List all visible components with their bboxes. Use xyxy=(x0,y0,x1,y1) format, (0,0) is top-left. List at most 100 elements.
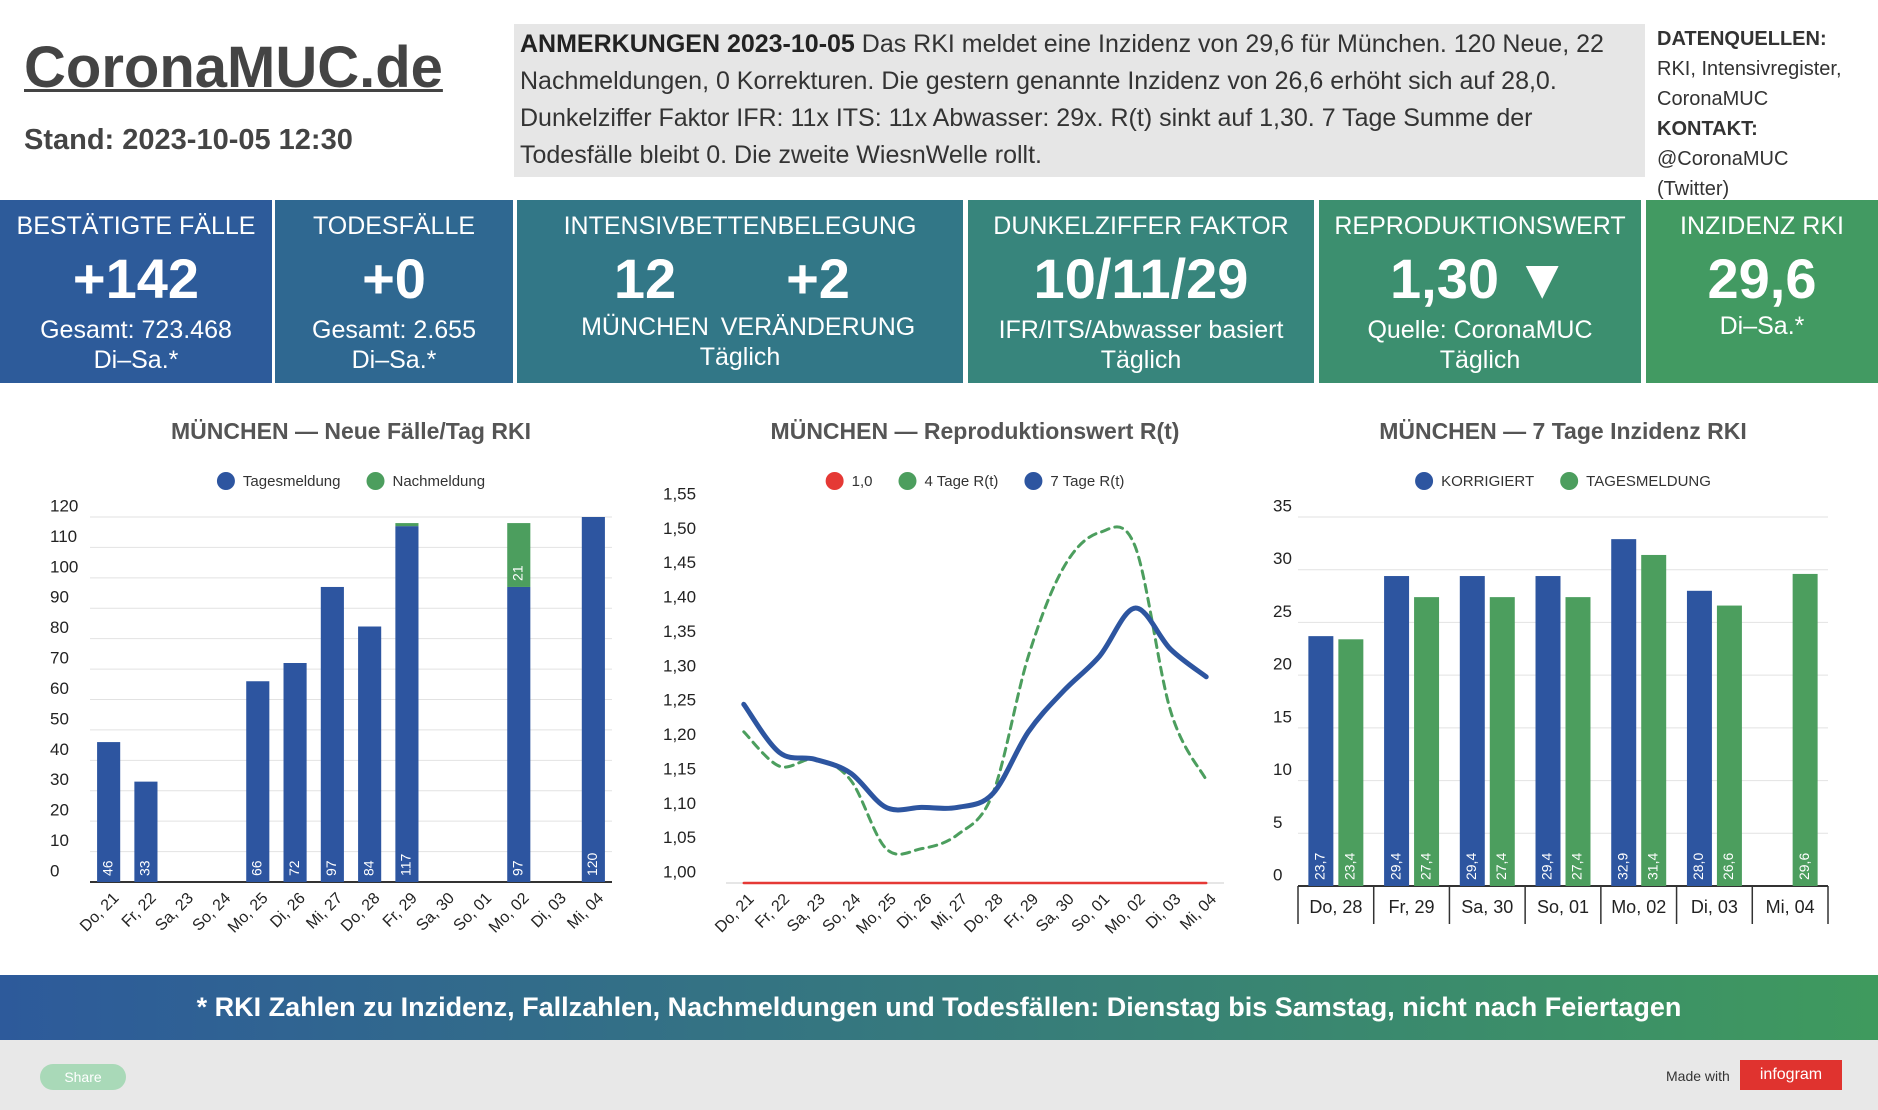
y-tick-label: 1,35 xyxy=(663,622,696,641)
y-tick-label: 40 xyxy=(50,740,69,759)
bar xyxy=(97,742,121,882)
bar xyxy=(1489,597,1515,886)
legend-marker xyxy=(1415,472,1434,490)
bar xyxy=(395,526,419,882)
value-label: 21 xyxy=(509,565,525,581)
bar xyxy=(507,586,531,882)
tile: INTENSIVBETTENBELEGUNG 12 +2 MÜNCHEN VER… xyxy=(517,200,963,383)
bar xyxy=(1792,573,1818,886)
bar xyxy=(395,523,419,527)
x-tick-label: So, 01 xyxy=(1537,897,1589,917)
x-tick-label: Sa, 30 xyxy=(1461,897,1513,917)
x-tick-label: Do, 21 xyxy=(712,891,757,936)
y-tick-label: 20 xyxy=(50,801,69,820)
y-tick-label: 1,00 xyxy=(663,862,696,881)
site-title[interactable]: CoronaMUC.de xyxy=(24,35,443,100)
brand-logo[interactable]: infogram xyxy=(1740,1060,1842,1090)
legend: Tagesmeldung Nachmeldung xyxy=(216,472,486,490)
tile-line: Di–Sa.* xyxy=(93,346,179,374)
share-button[interactable]: Share xyxy=(40,1064,126,1090)
y-tick-label: 20 xyxy=(1273,655,1292,674)
value-label: 72 xyxy=(286,860,302,876)
value-label: 23,4 xyxy=(1342,853,1358,880)
y-tick-label: 35 xyxy=(1273,496,1292,515)
x-tick-label: Sa, 23 xyxy=(784,891,829,936)
tile-value: +142 xyxy=(72,247,200,310)
footer-banner: * RKI Zahlen zu Inzidenz, Fallzahlen, Na… xyxy=(0,975,1878,1040)
chart: MÜNCHEN — Reproduktionswert R(t) 1,0 4 Tag… xyxy=(663,418,1224,937)
bar xyxy=(1716,605,1742,886)
notes-text: Das RKI meldet eine Inzidenz von 29,6 fü… xyxy=(520,30,1604,169)
legend-marker xyxy=(825,472,844,490)
x-tick-label: Sa, 30 xyxy=(1033,891,1078,936)
value-label: 27,4 xyxy=(1493,853,1509,880)
x-tick-label: Sa, 23 xyxy=(152,890,197,935)
y-tick-label: 15 xyxy=(1273,707,1292,726)
y-tick-label: 70 xyxy=(50,649,69,668)
x-tick-label: Mi, 04 xyxy=(1766,897,1815,917)
tile: BESTÄTIGTE FÄLLE +142 Gesamt: 723.468 Di… xyxy=(0,200,272,383)
legend-label: 4 Tage R(t) xyxy=(924,473,998,490)
bar xyxy=(1565,597,1591,886)
chart: MÜNCHEN — 7 Tage Inzidenz RKI KORRIGIERT T… xyxy=(1273,418,1829,924)
chart: MÜNCHEN — Neue Fälle/Tag RKI Tagesmeldung… xyxy=(50,418,612,936)
y-tick-label: 90 xyxy=(50,588,69,607)
chart-title: MÜNCHEN — Neue Fälle/Tag RKI xyxy=(171,418,531,444)
legend-label: Tagesmeldung xyxy=(243,473,341,490)
x-tick-label: Mo, 25 xyxy=(225,890,272,937)
y-tick-label: 1,40 xyxy=(663,588,696,607)
y-tick-label: 1,15 xyxy=(663,759,696,778)
x-tick-label: Do, 28 xyxy=(338,890,383,935)
y-tick-label: 50 xyxy=(50,709,69,728)
x-tick-label: Sa, 30 xyxy=(413,890,458,935)
notes-heading: ANMERKUNGEN 2023-10-05 xyxy=(520,30,855,58)
bar xyxy=(1686,590,1712,886)
tile-title: DUNKELZIFFER FAKTOR xyxy=(993,212,1289,240)
y-tick-label: 1,45 xyxy=(663,553,696,572)
value-label: 66 xyxy=(248,860,264,876)
y-tick-label: 0 xyxy=(50,861,59,880)
value-label: 29,4 xyxy=(1387,853,1403,880)
bar xyxy=(1384,576,1410,886)
contact-heading: KONTAKT: xyxy=(1657,118,1758,140)
bar xyxy=(1459,576,1485,886)
contact: @CoronaMUC (Twitter) xyxy=(1657,148,1789,200)
legend: KORRIGIERT TAGESMELDUNG xyxy=(1415,472,1711,490)
tile-line: IFR/ITS/Abwasser basiert xyxy=(998,316,1284,344)
x-tick-label: Mo, 25 xyxy=(853,891,900,938)
bar xyxy=(283,663,307,882)
tile-title: INTENSIVBETTENBELEGUNG xyxy=(563,212,917,240)
tile-value: 12 xyxy=(613,247,677,310)
value-label: 31,4 xyxy=(1644,853,1660,880)
tile-value: 1,30 ▼ xyxy=(1390,247,1570,310)
legend-marker xyxy=(1560,472,1579,490)
y-tick-label: 80 xyxy=(50,618,69,637)
tile-title: TODESFÄLLE xyxy=(312,212,476,240)
value-label: 26,6 xyxy=(1720,853,1736,880)
value-label: 23,7 xyxy=(1312,853,1328,880)
tile-line: Täglich xyxy=(1100,346,1182,374)
bar xyxy=(1641,554,1667,886)
tile-value: +2 xyxy=(786,247,850,310)
value-label: 27,4 xyxy=(1569,853,1585,880)
bar xyxy=(358,626,382,882)
tile-title: REPRODUKTIONSWERT xyxy=(1334,212,1626,240)
y-tick-label: 1,25 xyxy=(663,691,696,710)
y-tick-label: 5 xyxy=(1273,813,1282,832)
tile-line: Täglich xyxy=(1439,346,1521,374)
bar xyxy=(1535,576,1561,886)
x-tick-label: Do, 28 xyxy=(961,891,1006,936)
x-tick-label: Mo, 02 xyxy=(1102,891,1149,938)
bar xyxy=(246,681,270,882)
value-label: 97 xyxy=(323,860,339,876)
x-tick-label: Mi, 04 xyxy=(1177,891,1220,934)
legend-label: Nachmeldung xyxy=(393,473,486,490)
charts: MÜNCHEN — Neue Fälle/Tag RKI Tagesmeldung… xyxy=(50,418,1829,937)
value-label: 33 xyxy=(137,860,153,876)
made-with: Made with xyxy=(1666,1068,1730,1084)
legend-label: 1,0 xyxy=(852,473,873,490)
x-tick-label: Di, 26 xyxy=(267,890,309,932)
tile-label: MÜNCHEN xyxy=(581,313,709,341)
y-tick-label: 120 xyxy=(50,496,78,515)
